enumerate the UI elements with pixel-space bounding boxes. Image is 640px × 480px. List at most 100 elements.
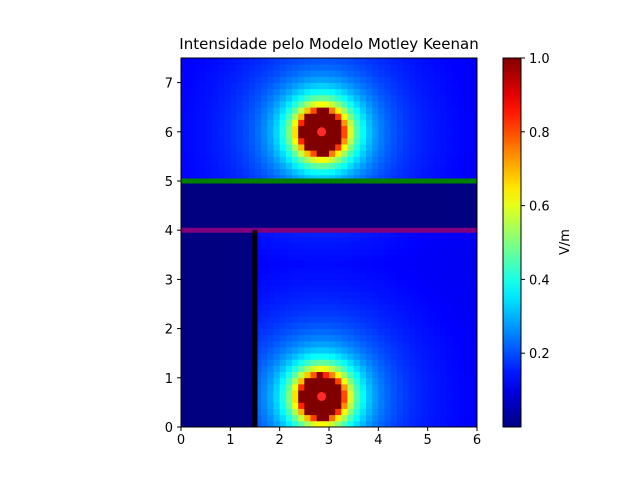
heatmap-cell	[193, 144, 200, 151]
heatmap-cell	[372, 156, 379, 163]
heatmap-cell	[255, 242, 262, 250]
heatmap-cell	[255, 297, 262, 305]
heatmap-cell	[409, 254, 416, 262]
heatmap-cell	[446, 260, 453, 268]
heatmap-cell	[452, 94, 459, 102]
heatmap-cell	[193, 193, 200, 200]
heatmap-cell	[366, 113, 373, 120]
heatmap-cell	[366, 273, 373, 280]
heatmap-cell	[218, 408, 225, 416]
heatmap-cell	[310, 273, 318, 280]
heatmap-cell	[378, 168, 385, 176]
heatmap-cell	[187, 359, 194, 366]
heatmap-cell	[255, 137, 262, 145]
heatmap-cell	[446, 131, 453, 139]
heatmap-cell	[335, 291, 342, 299]
heatmap-cell	[403, 217, 410, 225]
heatmap-cell	[273, 174, 281, 182]
heatmap-cell	[335, 125, 342, 133]
heatmap-cell	[181, 82, 188, 90]
heatmap-cell	[199, 396, 207, 403]
heatmap-cell	[427, 279, 435, 286]
heatmap-cell	[187, 144, 194, 151]
heatmap-cell	[230, 242, 237, 250]
heatmap-cell	[372, 70, 379, 77]
heatmap-cell	[372, 304, 379, 311]
heatmap-cell	[316, 328, 324, 336]
heatmap-cell	[427, 131, 435, 139]
heatmap-cell	[353, 242, 361, 250]
heatmap-cell	[421, 279, 429, 286]
heatmap-cell	[378, 88, 385, 96]
heatmap-cell	[316, 64, 324, 71]
heatmap-cell	[421, 414, 429, 422]
heatmap-cell	[236, 82, 244, 90]
heatmap-cell	[267, 101, 274, 108]
heatmap-cell	[446, 76, 453, 83]
heatmap-cell	[230, 267, 237, 274]
heatmap-cell	[440, 310, 447, 317]
heatmap-cell	[396, 162, 404, 170]
heatmap-cell	[310, 156, 318, 163]
heatmap-cell	[464, 322, 472, 329]
heatmap-cell	[329, 402, 336, 409]
heatmap-cell	[322, 125, 330, 133]
heatmap-cell	[292, 402, 299, 409]
heatmap-cell	[415, 76, 422, 83]
heatmap-cell	[279, 347, 287, 354]
heatmap-cell	[359, 168, 367, 176]
heatmap-cell	[261, 310, 268, 317]
heatmap-cell	[267, 211, 274, 219]
heatmap-cell	[285, 168, 293, 176]
heatmap-cell	[452, 310, 459, 317]
heatmap-cell	[193, 230, 200, 237]
heatmap-cell	[341, 131, 348, 139]
heatmap-cell	[279, 70, 287, 77]
heatmap-cell	[366, 224, 373, 231]
heatmap-cell	[366, 236, 373, 243]
heatmap-cell	[211, 187, 219, 194]
heatmap-cell	[310, 76, 318, 83]
heatmap-cell	[322, 168, 330, 176]
heatmap-cell	[273, 76, 281, 83]
heatmap-cell	[366, 390, 373, 397]
heatmap-cell	[464, 193, 472, 200]
heatmap-cell	[341, 359, 348, 366]
heatmap-cell	[341, 353, 348, 360]
heatmap-cell	[273, 224, 281, 231]
heatmap-cell	[218, 420, 225, 428]
heatmap-cell	[390, 125, 398, 133]
heatmap-cell	[218, 322, 225, 329]
heatmap-cell	[211, 340, 219, 348]
heatmap-cell	[384, 144, 392, 151]
heatmap-cell	[341, 279, 348, 286]
heatmap-cell	[292, 316, 299, 323]
heatmap-cell	[415, 107, 422, 114]
heatmap-cell	[433, 94, 441, 102]
heatmap-cell	[261, 119, 268, 127]
heatmap-cell	[205, 211, 213, 219]
heatmap-cell	[341, 347, 348, 354]
heatmap-cell	[230, 137, 237, 145]
heatmap-cell	[218, 267, 225, 274]
heatmap-cell	[335, 285, 342, 293]
heatmap-cell	[415, 402, 422, 409]
heatmap-cell	[341, 420, 348, 428]
heatmap-cell	[335, 199, 342, 206]
heatmap-cell	[218, 199, 225, 206]
heatmap-cell	[409, 168, 416, 176]
heatmap-cell	[199, 347, 207, 354]
heatmap-cell	[279, 267, 287, 274]
heatmap-cell	[298, 58, 305, 65]
heatmap-cell	[366, 76, 373, 83]
heatmap-cell	[372, 58, 379, 65]
heatmap-cell	[205, 94, 213, 102]
heatmap-cell	[458, 230, 466, 237]
heatmap-cell	[261, 304, 268, 311]
heatmap-cell	[440, 390, 447, 397]
heatmap-cell	[310, 230, 318, 237]
heatmap-cell	[310, 94, 318, 102]
heatmap-cell	[329, 70, 336, 77]
heatmap-cell	[372, 408, 379, 416]
heatmap-cell	[427, 334, 435, 342]
